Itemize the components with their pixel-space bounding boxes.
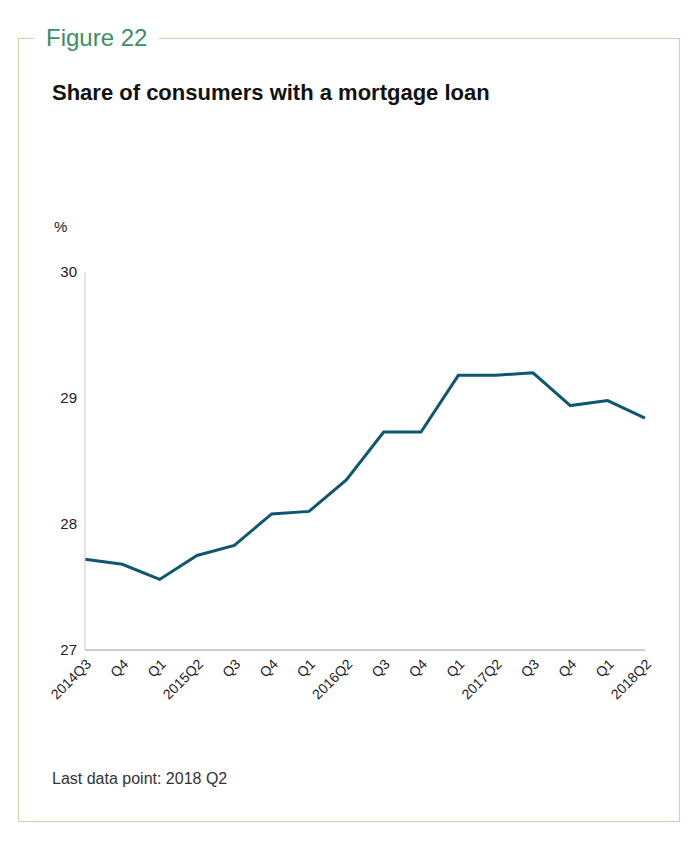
- svg-text:2015Q2: 2015Q2: [160, 656, 207, 703]
- svg-text:28: 28: [60, 515, 77, 532]
- svg-text:Q4: Q4: [107, 656, 132, 681]
- svg-text:2016Q2: 2016Q2: [309, 656, 356, 703]
- svg-text:30: 30: [60, 263, 77, 280]
- svg-text:27: 27: [60, 641, 77, 658]
- svg-text:Q1: Q1: [443, 656, 468, 681]
- html-text:Share of consumers with a mort: Share of consumers with a mortgage loan: [52, 80, 490, 105]
- svg-text:Q3: Q3: [368, 656, 393, 681]
- html-text:Last data point: 2018 Q2: Last data point: 2018 Q2: [52, 770, 228, 787]
- svg-text:2014Q3: 2014Q3: [48, 656, 95, 703]
- svg-text:Q1: Q1: [294, 656, 319, 681]
- svg-text:Q4: Q4: [555, 656, 580, 681]
- svg-text:2017Q2: 2017Q2: [458, 656, 505, 703]
- svg-text:Q4: Q4: [406, 656, 431, 681]
- html-text:Figure 22: Figure 22: [46, 24, 148, 51]
- svg-text:2018Q2: 2018Q2: [608, 656, 655, 703]
- svg-text:Q1: Q1: [144, 656, 169, 681]
- svg-text:29: 29: [60, 389, 77, 406]
- svg-text:Q4: Q4: [256, 656, 281, 681]
- svg-text:Q1: Q1: [592, 656, 617, 681]
- svg-text:Q3: Q3: [518, 656, 543, 681]
- svg-text:Q3: Q3: [219, 656, 244, 681]
